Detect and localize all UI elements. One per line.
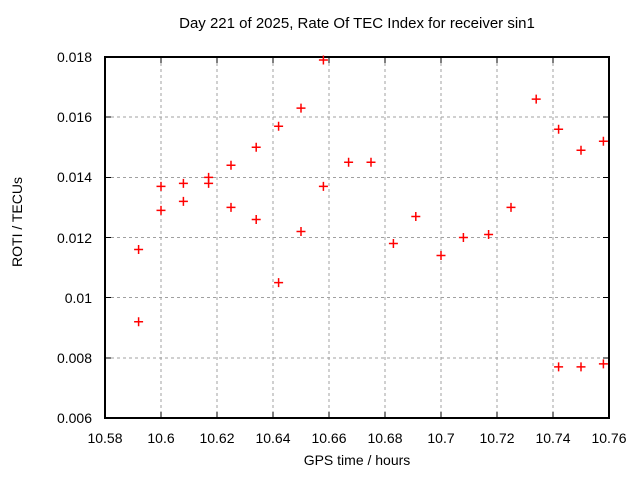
data-point-marker xyxy=(458,233,468,242)
x-tick-label: 10.74 xyxy=(535,430,571,446)
data-point-marker xyxy=(554,124,564,134)
y-tick-label: 0.006 xyxy=(56,410,92,426)
data-point-marker xyxy=(296,103,306,113)
x-tick-label: 10.68 xyxy=(367,430,403,446)
y-tick-label: 0.012 xyxy=(56,229,92,246)
data-point-marker xyxy=(598,359,608,369)
data-point-marker xyxy=(274,121,284,131)
y-tick-label: 0.016 xyxy=(56,109,92,126)
x-axis-label: GPS time / hours xyxy=(303,452,411,468)
y-tick-label: 0.018 xyxy=(56,49,92,65)
chart-title: Day 221 of 2025, Rate Of TEC Index for r… xyxy=(179,15,535,32)
data-point-marker xyxy=(178,196,188,206)
data-point-marker xyxy=(506,202,516,212)
y-tick-label: 0.014 xyxy=(56,169,92,186)
data-point-marker xyxy=(251,214,261,224)
data-point-marker xyxy=(178,178,188,188)
x-tick-label: 10.7 xyxy=(427,430,455,446)
data-point-marker xyxy=(318,181,328,191)
data-point-marker xyxy=(204,178,214,188)
x-tick-label: 10.6 xyxy=(147,430,175,446)
data-point-marker xyxy=(531,94,541,104)
y-tick-label: 0.01 xyxy=(64,289,92,306)
data-point-marker xyxy=(134,317,144,327)
data-point-marker xyxy=(226,160,236,170)
data-point-marker xyxy=(366,157,376,167)
data-point-marker xyxy=(156,205,166,215)
data-point-marker xyxy=(576,362,586,372)
y-tick-label: 0.008 xyxy=(56,349,92,366)
data-point-marker xyxy=(134,245,144,255)
x-tick-label: 10.58 xyxy=(87,430,123,446)
x-tick-label: 10.72 xyxy=(479,430,515,446)
x-tick-label: 10.66 xyxy=(311,430,347,446)
data-point-marker xyxy=(274,278,284,288)
x-tick-label: 10.64 xyxy=(255,430,291,446)
x-tick-label: 10.62 xyxy=(199,430,235,446)
data-point-marker xyxy=(344,157,354,167)
data-point-marker xyxy=(576,145,586,155)
data-point-marker xyxy=(388,239,398,249)
data-point-marker xyxy=(251,142,261,152)
data-point-marker xyxy=(226,202,236,212)
data-point-marker xyxy=(436,251,446,261)
data-point-marker xyxy=(156,181,166,191)
data-point-marker xyxy=(554,362,564,372)
x-tick-label: 10.76 xyxy=(591,430,627,446)
data-point-marker xyxy=(484,229,494,239)
data-point-marker xyxy=(318,55,328,65)
data-point-marker xyxy=(411,211,421,221)
data-point-marker xyxy=(598,136,608,146)
data-point-marker xyxy=(296,226,306,236)
